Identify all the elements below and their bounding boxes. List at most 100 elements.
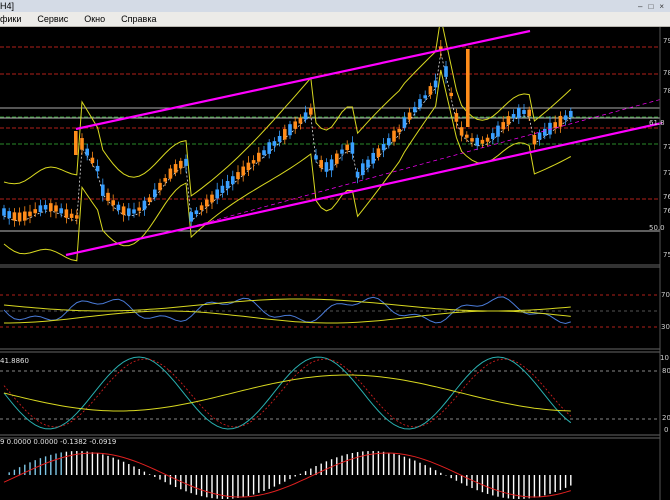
candle xyxy=(428,82,433,99)
candle xyxy=(158,178,162,196)
candle-body xyxy=(194,210,199,215)
stoch-axis-label: 0 xyxy=(664,426,668,434)
candle-body xyxy=(340,149,344,154)
candle-body xyxy=(418,99,422,108)
channel-mid-line xyxy=(189,98,663,228)
candle-body xyxy=(142,200,147,210)
candle xyxy=(350,136,355,160)
candle xyxy=(418,94,422,111)
window-controls: – □ × xyxy=(638,0,664,12)
candle-body xyxy=(7,211,11,219)
candle-body xyxy=(179,160,183,169)
candle-body xyxy=(569,110,573,118)
candle xyxy=(324,158,329,178)
candle xyxy=(340,144,344,161)
macd-signal-line xyxy=(3,452,571,498)
rsi-line xyxy=(3,296,571,325)
candle xyxy=(413,101,417,117)
chart-canvas[interactable]: 79 78 78 77 77 76 76 75 61.8 50.0 70 30 … xyxy=(0,27,670,500)
candle xyxy=(2,204,6,220)
candle-body xyxy=(454,113,459,122)
candle xyxy=(532,131,537,150)
candle-body xyxy=(236,172,240,180)
candle xyxy=(179,157,183,175)
stochastic-panel[interactable] xyxy=(0,356,660,430)
candle-body xyxy=(64,209,69,218)
candle xyxy=(335,150,339,168)
macd-panel[interactable] xyxy=(3,451,572,499)
candle-body xyxy=(54,205,58,212)
candle-body xyxy=(74,131,78,155)
candle xyxy=(407,107,412,124)
menu-help[interactable]: Справка xyxy=(121,14,157,24)
candle xyxy=(511,109,516,122)
menu-window[interactable]: Окно xyxy=(84,14,106,24)
candle xyxy=(101,178,105,202)
candle xyxy=(163,174,167,186)
fibo-500-label: 50.0 xyxy=(649,224,665,232)
stoch-axis-label: 80 xyxy=(662,367,670,375)
candle xyxy=(173,159,178,177)
candle-body xyxy=(199,205,204,211)
close-button[interactable]: × xyxy=(659,1,664,11)
candle-body xyxy=(517,108,521,119)
candle-body xyxy=(475,137,479,146)
candle-body xyxy=(28,211,32,217)
chart-area[interactable]: 79 78 78 77 77 76 76 75 61.8 50.0 70 30 … xyxy=(0,27,670,500)
candle-body xyxy=(413,107,417,113)
candle xyxy=(251,155,256,171)
candle-body xyxy=(267,142,271,154)
candle-body xyxy=(116,204,121,211)
macd-header: 9 0.0000 0.0000 -0.1382 -0.0919 xyxy=(0,438,116,446)
maximize-button[interactable]: □ xyxy=(648,1,654,11)
minimize-button[interactable]: – xyxy=(638,1,643,11)
candle-body xyxy=(543,128,547,136)
candle xyxy=(241,160,245,182)
candle xyxy=(23,206,27,226)
candle xyxy=(283,124,287,145)
candle-body xyxy=(225,181,230,189)
candle xyxy=(459,121,464,142)
candle-body xyxy=(49,203,53,212)
price-axis-label: 78 xyxy=(663,69,670,77)
candle-body xyxy=(361,163,365,176)
candle-body xyxy=(231,176,235,185)
candle-body xyxy=(106,192,110,201)
menu-tools[interactable]: Сервис xyxy=(37,14,69,24)
candle-body xyxy=(277,136,282,142)
candle-body xyxy=(345,144,349,151)
candle xyxy=(558,111,563,133)
candle xyxy=(314,148,318,163)
candle-body xyxy=(85,148,89,156)
rsi-panel[interactable] xyxy=(0,294,660,328)
candle xyxy=(137,201,141,217)
candle xyxy=(33,202,37,217)
menu-charts[interactable]: фики xyxy=(0,14,22,24)
candle xyxy=(366,156,370,173)
candle xyxy=(189,208,193,227)
candle xyxy=(501,115,505,134)
candle-body xyxy=(173,164,178,173)
candle xyxy=(7,207,11,225)
candle xyxy=(506,111,511,132)
candle-body xyxy=(90,157,95,164)
channel-upper-line xyxy=(75,29,531,131)
rsi-axis-label: 30 xyxy=(661,323,670,331)
candle xyxy=(433,73,438,94)
candle xyxy=(49,199,53,218)
candle-body xyxy=(215,189,219,199)
menu-bar: фики Сервис Окно Справка xyxy=(0,12,670,27)
rsi-axis-label: 70 xyxy=(661,291,670,299)
candle-body xyxy=(132,209,136,214)
stoch-main-line xyxy=(3,356,572,430)
candle-body xyxy=(95,165,100,172)
candle-body xyxy=(309,108,313,115)
candle-body xyxy=(563,115,568,120)
candle-body xyxy=(251,160,256,164)
candle xyxy=(262,145,266,159)
price-panel[interactable] xyxy=(0,27,663,262)
candle-body xyxy=(189,212,193,222)
candle xyxy=(553,115,557,134)
candle-body xyxy=(350,142,355,154)
candle-body xyxy=(439,46,443,51)
